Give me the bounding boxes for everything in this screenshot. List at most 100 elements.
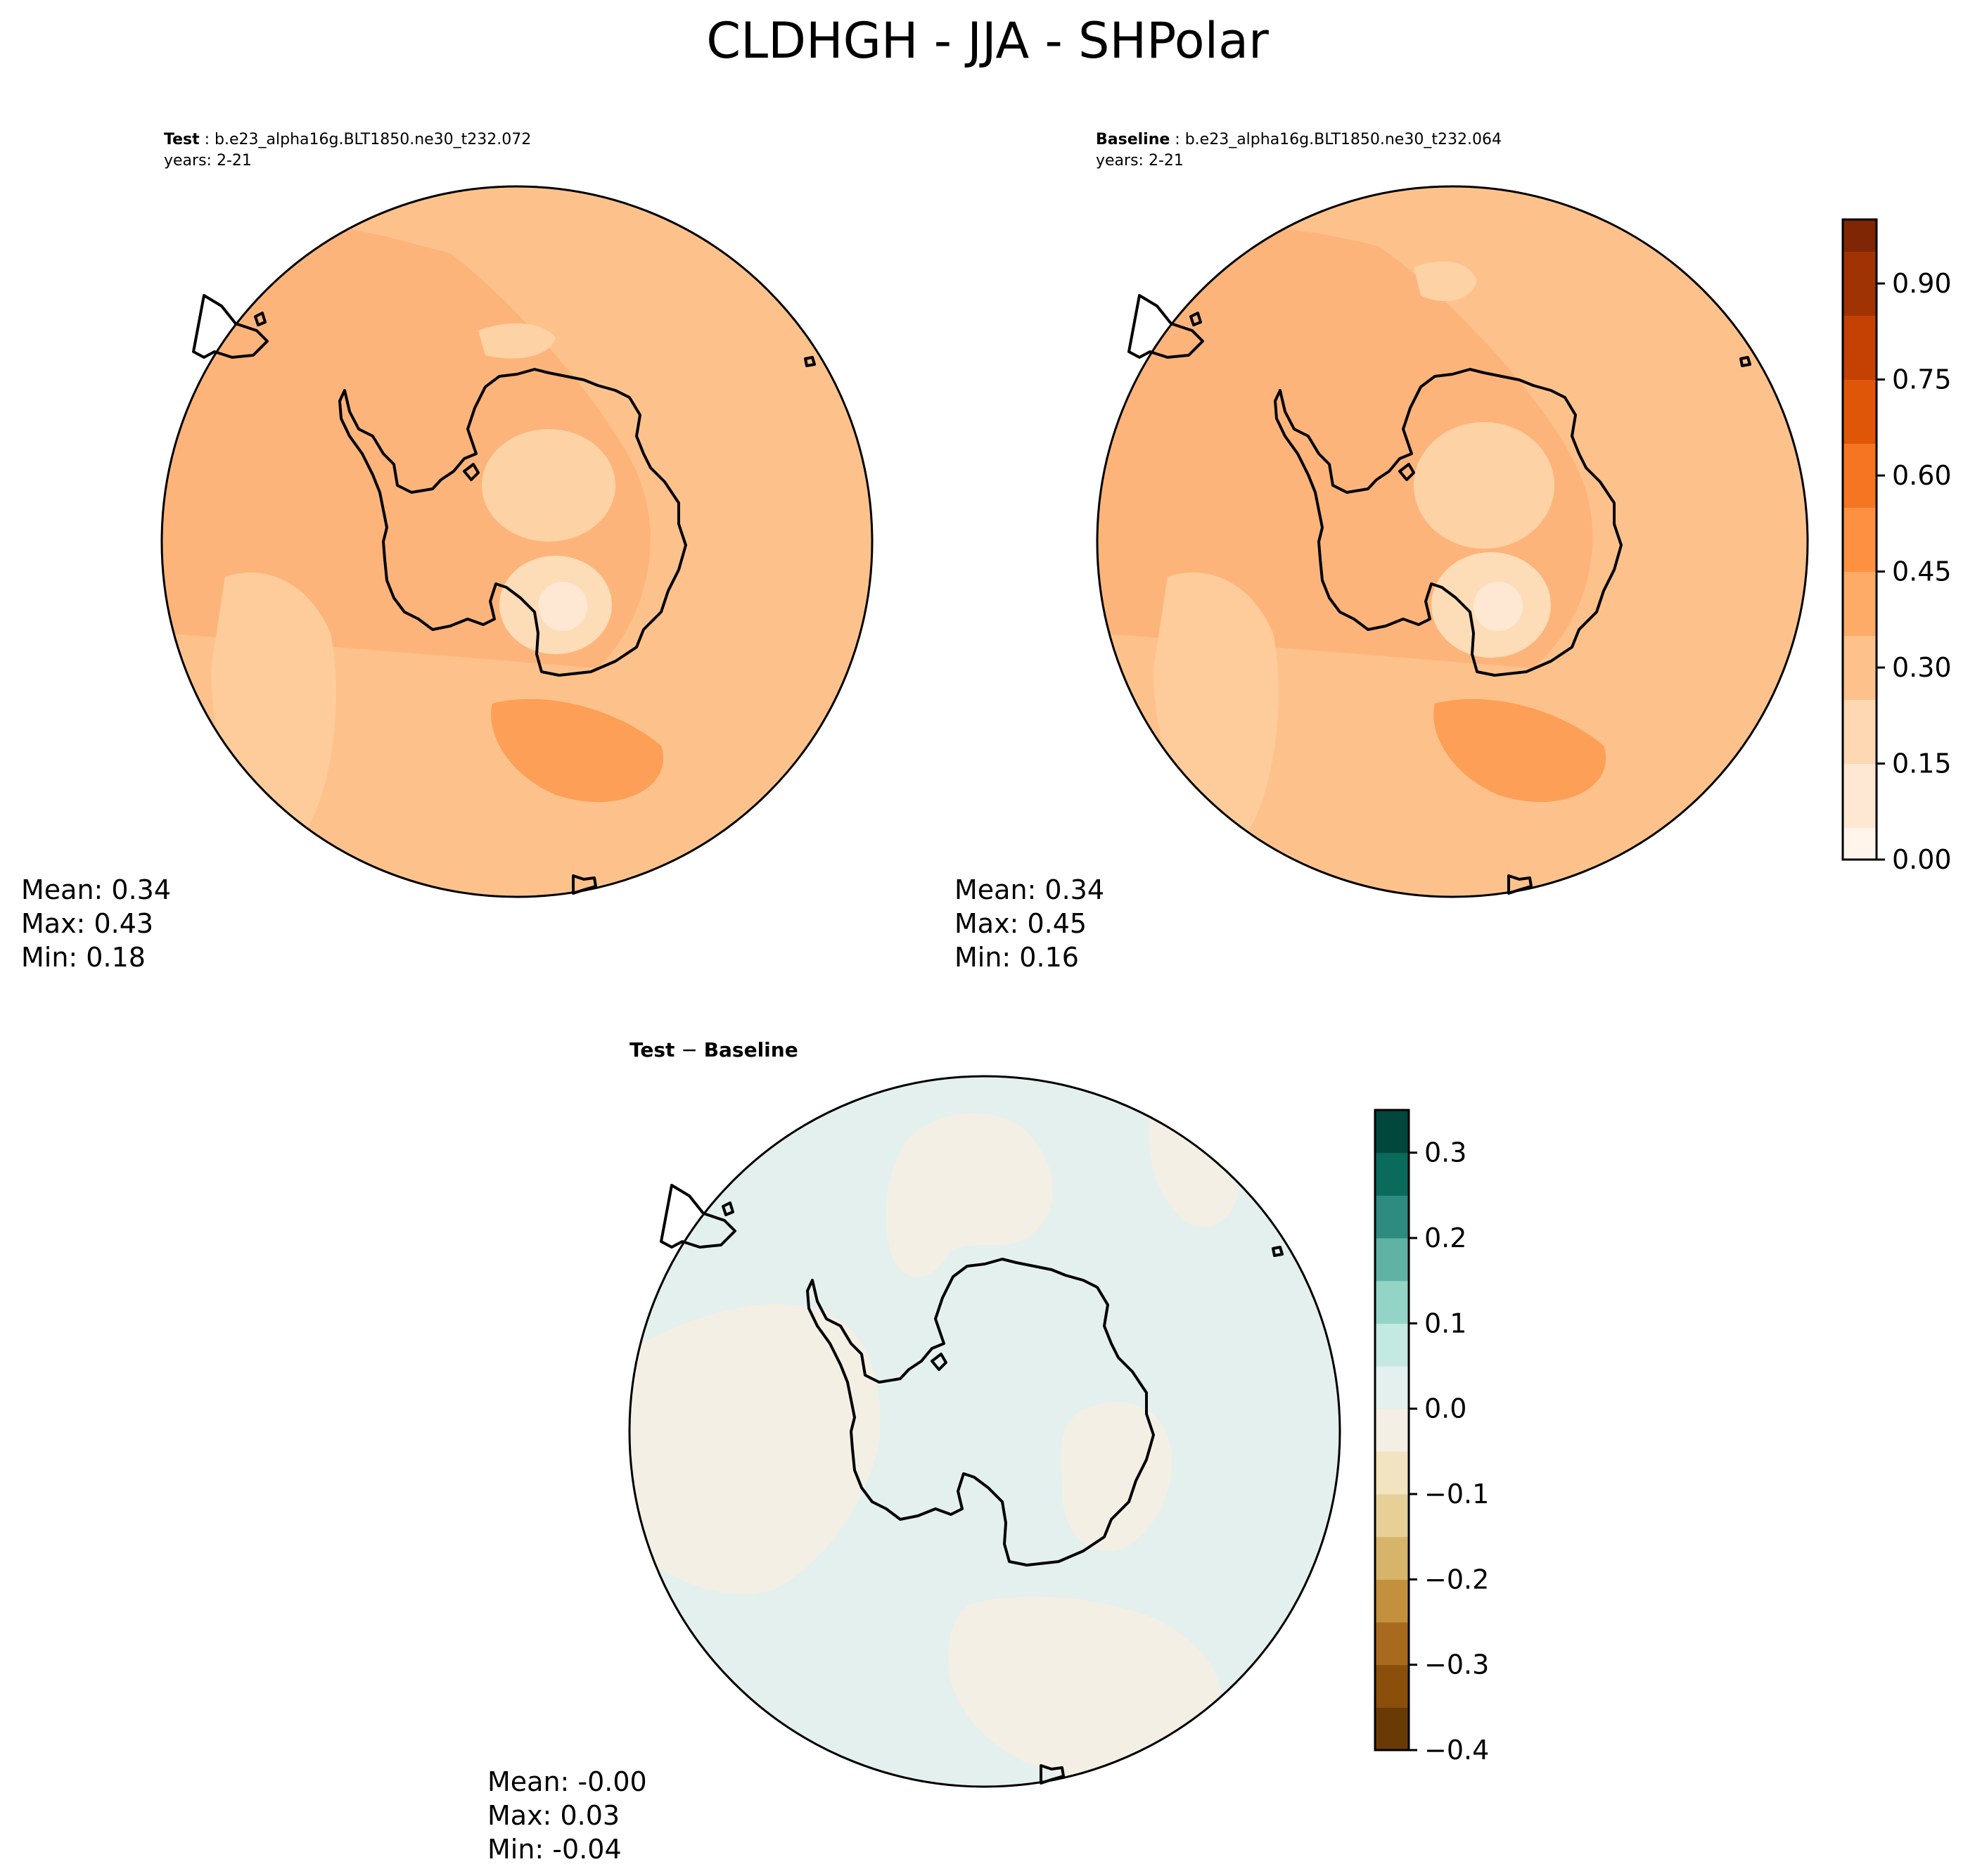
diff-colorbar-band: [1375, 1494, 1409, 1516]
diff-colorbar-band: [1375, 1430, 1409, 1452]
diff-stat-mean: Mean: -0.00: [487, 1766, 647, 1797]
diff-colorbar-band: [1375, 1408, 1409, 1431]
diff-colorbar-band: [1375, 1323, 1409, 1346]
diff-panel-title: Test − Baseline: [629, 1038, 798, 1061]
diff-colorbar-band: [1375, 1558, 1409, 1580]
diff-colorbar-ticks: 0.3 0.2 0.1 0.0 −0.1 −0.2 −0.3 −0.4: [1409, 1137, 1489, 1766]
diff-colorbar-band: [1375, 1579, 1409, 1602]
diff-colorbar-tick-label: −0.3: [1424, 1650, 1489, 1680]
diff-map: [629, 1076, 1340, 1787]
baseline-field-zone-ridge: [1414, 261, 1477, 302]
diff-colorbar-band: [1375, 1515, 1409, 1538]
main-colorbar-band: [1843, 411, 1877, 444]
main-colorbar-tick-label: 0.90: [1892, 268, 1952, 299]
diff-colorbar-band: [1375, 1707, 1409, 1730]
main-colorbar-band: [1843, 476, 1877, 508]
main-colorbar-band: [1843, 251, 1877, 284]
figure-title: CLDHGH - JJA - SHPolar: [706, 12, 1269, 70]
diff-colorbar-band: [1375, 1174, 1409, 1196]
diff-colorbar-frame: [1374, 1109, 1410, 1751]
diff-title-test: Test: [629, 1038, 675, 1061]
diff-title-baseline: Baseline: [704, 1038, 798, 1061]
diff-colorbar-band: [1375, 1216, 1409, 1239]
main-colorbar-tick-label: 0.45: [1892, 556, 1952, 587]
test-stat-max: Max: 0.43: [21, 908, 153, 939]
main-colorbar-band: [1843, 763, 1877, 796]
diff-colorbar-band: [1375, 1472, 1409, 1495]
diff-colorbar-band: [1375, 1195, 1409, 1218]
diff-colorbar-band: [1375, 1643, 1409, 1666]
baseline-stat-min: Min: 0.16: [954, 942, 1079, 973]
main-colorbar-tick-label: 0.75: [1892, 364, 1952, 395]
diff-colorbar-tick-label: 0.0: [1424, 1393, 1466, 1424]
main-colorbar-band: [1843, 571, 1877, 604]
main-colorbar-tick-label: 0.60: [1892, 460, 1952, 491]
baseline-panel: Baseline : b.e23_alpha16g.BLT1850.ne30_t…: [954, 131, 1809, 973]
diff-colorbar-band: [1375, 1152, 1409, 1175]
main-colorbar-band: [1843, 379, 1877, 412]
main-colorbar-band: [1843, 796, 1877, 828]
main-colorbar-band: [1843, 283, 1877, 316]
main-colorbar-band: [1843, 507, 1877, 540]
test-field-zone-light: [211, 572, 336, 844]
test-panel-header: Test : b.e23_alpha16g.BLT1850.ne30_t232.…: [164, 131, 531, 148]
diff-panel: Test − Baseline Mean: -0.00 Max: 0.03 Mi…: [487, 1038, 1341, 1865]
main-colorbar-band: [1843, 732, 1877, 764]
test-stat-mean: Mean: 0.34: [21, 874, 171, 905]
baseline-field-zone-pacific: [1433, 698, 1606, 803]
main-colorbar-band: [1843, 827, 1877, 860]
baseline-years: years: 2-21: [1096, 152, 1184, 170]
test-case-name: b.e23_alpha16g.BLT1850.ne30_t232.072: [215, 131, 531, 148]
diff-colorbar-band: [1375, 1686, 1409, 1708]
diff-colorbar-band: [1375, 1622, 1409, 1644]
main-colorbar-band: [1843, 635, 1877, 668]
diff-colorbar-band: [1375, 1728, 1409, 1751]
diff-colorbar-band: [1375, 1344, 1409, 1367]
diff-colorbar-band: [1375, 1664, 1409, 1687]
diff-colorbar-band: [1375, 1451, 1409, 1474]
test-label: Test: [164, 131, 200, 148]
diff-colorbar-tick-label: −0.4: [1424, 1735, 1489, 1766]
main-colorbar-band: [1843, 347, 1877, 380]
main-colorbar-bands: [1843, 219, 1877, 860]
main-colorbar-band: [1843, 699, 1877, 732]
main-colorbar-ticks: 0.00 0.15 0.30 0.45 0.60 0.75 0.90: [1877, 268, 1952, 875]
diff-colorbar-band: [1375, 1110, 1409, 1132]
main-colorbar-frame: [1841, 218, 1878, 861]
diff-field-negative-1: [886, 1113, 1054, 1277]
diff-title-separator: −: [675, 1038, 703, 1061]
main-colorbar-band: [1843, 540, 1877, 572]
main-colorbar-band: [1843, 315, 1877, 348]
test-map: [162, 186, 872, 897]
diff-colorbar-tick-label: −0.2: [1424, 1564, 1489, 1595]
main-colorbar-tick-label: 0.00: [1892, 844, 1952, 875]
diff-field-negative-4: [948, 1596, 1221, 1778]
diff-stat-max: Max: 0.03: [487, 1800, 620, 1831]
diff-colorbar-tick-label: −0.1: [1424, 1479, 1489, 1510]
diff-colorbar-band: [1375, 1131, 1409, 1154]
baseline-panel-header: Baseline : b.e23_alpha16g.BLT1850.ne30_t…: [1096, 131, 1502, 148]
baseline-case-name: b.e23_alpha16g.BLT1850.ne30_t232.064: [1185, 131, 1502, 148]
diff-stat-min: Min: -0.04: [487, 1834, 622, 1865]
diff-colorbar-band: [1375, 1366, 1409, 1388]
test-years: years: 2-21: [164, 152, 252, 170]
baseline-stat-max: Max: 0.45: [954, 908, 1087, 939]
diff-colorbar-tick-label: 0.2: [1424, 1223, 1466, 1253]
test-field-plateau: [482, 429, 615, 542]
test-stat-min: Min: 0.18: [21, 942, 146, 973]
diff-colorbar-tick-label: 0.1: [1424, 1308, 1466, 1339]
baseline-map-boundary: [1096, 185, 1809, 898]
diff-colorbar-band: [1375, 1302, 1409, 1324]
test-field-dome-core: [538, 582, 587, 631]
baseline-field-dome-core: [1474, 582, 1523, 631]
baseline-map: [1097, 186, 1808, 897]
baseline-field-zone-light: [1153, 572, 1279, 844]
main-colorbar: 0.00 0.15 0.30 0.45 0.60 0.75 0.90: [1841, 218, 1952, 875]
baseline-field-plateau: [1414, 422, 1554, 549]
main-colorbar-band: [1843, 443, 1877, 476]
diff-colorbar-band: [1375, 1238, 1409, 1260]
main-colorbar-band: [1843, 219, 1877, 252]
diff-colorbar-band: [1375, 1600, 1409, 1623]
test-field-zone-pacific: [491, 698, 664, 803]
